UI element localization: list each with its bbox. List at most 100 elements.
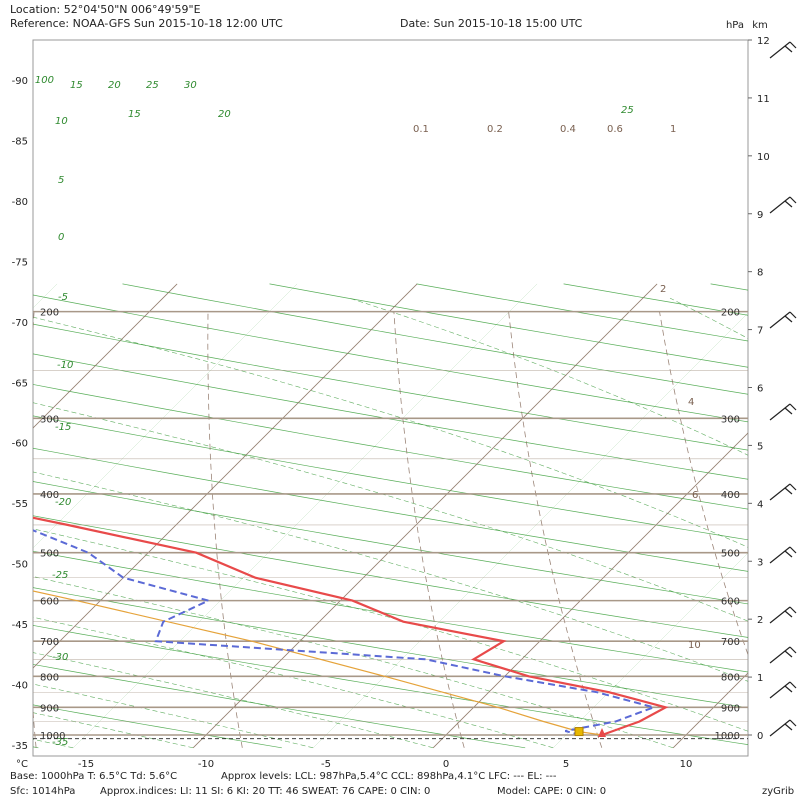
pressure-label-left: 1000: [40, 731, 65, 742]
surface-pressure: Sfc: 1014hPa: [10, 786, 76, 797]
km-tick-label: 9: [757, 210, 763, 221]
moist-adiabat-label: -5: [58, 292, 68, 303]
km-tick-label: 12: [757, 36, 770, 47]
km-tick-label: 2: [757, 615, 763, 626]
base-marker: [598, 728, 606, 737]
mixing-ratio-line: [393, 311, 465, 748]
pressure-label-left: 700: [40, 637, 59, 648]
dry-adiabat-line: [33, 550, 748, 673]
plot-area: [32, 39, 749, 757]
left-tick-label: -75: [12, 257, 28, 268]
dry-adiabat-line: [33, 587, 748, 709]
moist-adiabat-label: -30: [52, 652, 68, 663]
wind-barb-icon: [769, 681, 797, 699]
mixing-ratio-label: 0.1: [413, 124, 429, 135]
mixing-ratio-label: 0.2: [487, 124, 503, 135]
km-tick-label: 11: [757, 94, 770, 105]
dry-adiabat-line: [33, 625, 748, 745]
temperature-profile: [33, 516, 669, 737]
base-info: Base: 1000hPa T: 6.5°C Td: 5.6°C: [10, 771, 178, 782]
km-tick-label: 1: [757, 673, 763, 684]
moist-adiabat-label: 25: [621, 105, 634, 116]
wind-barb-icon: [769, 41, 797, 59]
wind-barb-icon: [769, 719, 797, 737]
moist-adiabat-line: [33, 576, 674, 749]
moist-adiabat-label: 5: [58, 175, 64, 186]
x-tick-label: -15: [78, 759, 94, 770]
moist-adiabat-label: 10: [55, 116, 68, 127]
approx-indices: Approx.indices: LI: 11 SI: 6 KI: 20 TT: …: [100, 786, 431, 797]
left-tick-label: -90: [12, 76, 28, 87]
mixing-ratio-label: 6: [692, 490, 698, 501]
km-tick-label: 6: [757, 384, 763, 395]
approx-levels: Approx levels: LCL: 987hPa,5.4°C CCL: 89…: [221, 771, 557, 782]
dry-adiabat-label: 20: [108, 80, 121, 91]
pressure-label-left: 900: [40, 703, 59, 714]
pressure-label-right: 900: [721, 703, 740, 714]
wind-barb-icon: [769, 646, 797, 664]
moist-adiabat-label: -15: [55, 422, 71, 433]
dry-adiabat-line: [33, 384, 748, 510]
pressure-label-right: 600: [721, 597, 740, 608]
dry-adiabat-label: 100: [35, 75, 54, 86]
km-tick-label: 8: [757, 268, 763, 279]
dry-adiabat-line: [33, 664, 526, 749]
isotherm-line: [33, 283, 418, 669]
km-tick-label: 7: [757, 326, 763, 337]
x-tick-label: -5: [321, 759, 331, 770]
pressure-label-right: 200: [721, 308, 740, 319]
mixing-ratio-label: 10: [688, 640, 701, 651]
left-tick-label: -70: [12, 318, 28, 329]
pressure-label-right: 300: [721, 414, 740, 425]
km-tick-label: 5: [757, 441, 763, 452]
isotherm-line: [33, 283, 178, 429]
moist-adiabat-label: -35: [52, 737, 68, 748]
pressure-label-right: 500: [721, 549, 740, 560]
dry-adiabat-line: [33, 323, 748, 451]
km-tick-label: 3: [757, 557, 763, 568]
pressure-label-right: 1000: [715, 731, 740, 742]
isotherm-line: [793, 284, 800, 748]
pressure-label-left: 500: [40, 549, 59, 560]
left-tick-label: -60: [12, 439, 28, 450]
dry-adiabat-label: 15: [70, 80, 83, 91]
x-tick-label: 10: [680, 759, 693, 770]
dry-adiabat-line: [33, 353, 748, 480]
left-tick-label: -40: [12, 681, 28, 692]
pressure-label-left: 600: [40, 597, 59, 608]
wind-barb-icon: [769, 403, 797, 421]
left-tick-label: -45: [12, 620, 28, 631]
isotherm-line: [312, 312, 748, 749]
x-tick-label: 0: [443, 759, 449, 770]
left-tick-label: -50: [12, 560, 28, 571]
dewpoint-profile: [33, 529, 657, 736]
lcl-marker: [574, 727, 584, 737]
mixing-ratio-label: 0.4: [560, 124, 576, 135]
x-tick-label: -10: [198, 759, 214, 770]
height-unit-label: km: [752, 20, 768, 31]
left-tick-label: -35: [12, 741, 28, 752]
moist-adiabat-label: 15: [128, 109, 141, 120]
mixing-ratio-label: 1: [670, 124, 676, 135]
isotherm-line: [552, 552, 748, 749]
moist-adiabat-line: [33, 528, 748, 732]
moist-adiabat-line: [33, 402, 748, 622]
reference-label: Reference: NOAA-GFS Sun 2015-10-18 12:00…: [10, 17, 283, 30]
dry-adiabat-label: 30: [184, 80, 197, 91]
mixing-ratio-line: [659, 311, 748, 656]
moist-adiabat-line: [33, 316, 748, 548]
left-tick-label: -55: [12, 499, 28, 510]
location-label: Location: 52°04'50"N 006°49'59"E: [10, 3, 201, 16]
km-tick-label: 10: [757, 152, 770, 163]
moist-adiabat-label: -20: [55, 497, 71, 508]
mixing-ratio-label: 0.6: [607, 124, 623, 135]
km-tick-label: 0: [757, 731, 763, 742]
brand-label: zyGrib: [762, 786, 795, 797]
wind-barb-icon: [769, 483, 797, 501]
isotherm-line: [72, 283, 538, 749]
dry-adiabat-line: [33, 415, 748, 541]
left-tick-label: -80: [12, 197, 28, 208]
dry-adiabat-label: 25: [146, 80, 159, 91]
pressure-label-left: 300: [40, 414, 59, 425]
